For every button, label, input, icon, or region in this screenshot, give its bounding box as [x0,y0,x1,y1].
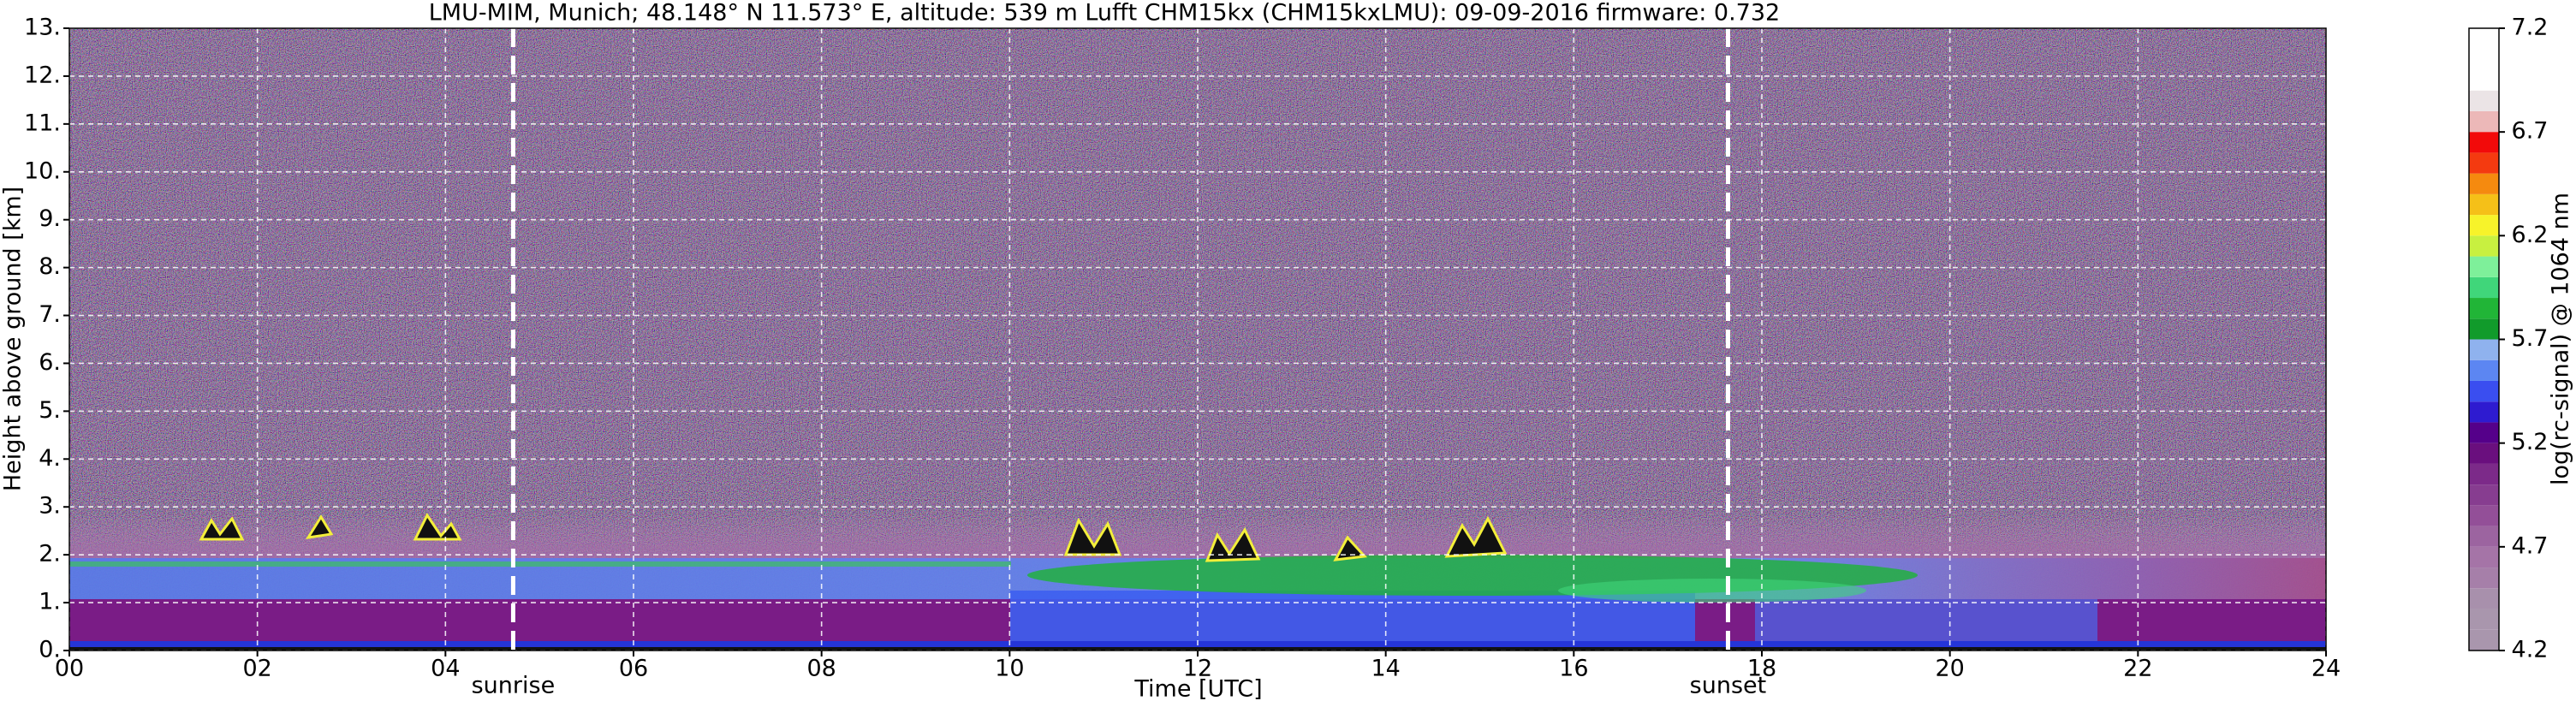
y-tick-label: 7. [39,301,61,328]
colorbar-tick-label: 7.2 [2512,15,2549,41]
colorbar-label: log(rc-signal) @ 1064 nm [2548,193,2574,485]
x-tick-label: 04 [431,656,460,682]
colorbar-segment [2469,401,2499,423]
colorbar-segment [2469,110,2499,133]
colorbar-segment [2469,235,2499,257]
plot-frame [68,27,2327,651]
y-tick-label: 10. [24,157,61,184]
colorbar-segment [2469,629,2499,651]
colorbar-tick-label: 4.7 [2512,532,2549,559]
y-tick-label: 3. [39,493,61,520]
y-tick-label: 12. [24,62,61,88]
colorbar-tick-label: 6.7 [2512,118,2549,145]
colorbar-segment [2469,193,2499,216]
colorbar-segment [2469,567,2499,589]
colorbar-segment [2469,380,2499,402]
colorbar-segment [2469,215,2499,236]
y-tick-label: 6. [39,349,61,376]
x-tick-label: 12 [1183,656,1212,682]
chart-title: LMU-MIM, Munich; 48.148° N 11.573° E, al… [429,0,1780,27]
x-axis-label: Time [UTC] [1133,676,1262,703]
colorbar-segment [2469,588,2499,609]
y-axis-label: Height above ground [km] [0,187,27,491]
colorbar-segment [2469,276,2499,299]
colorbar-segment [2469,505,2499,526]
y-tick-label: 0. [39,637,61,663]
colorbar-segment [2469,132,2499,153]
colorbar-segment [2469,69,2499,91]
y-tick-label: 13. [24,15,61,41]
colorbar-tick-label: 5.7 [2512,325,2549,352]
y-tick-label: 9. [39,205,61,232]
colorbar-segment [2469,49,2499,70]
x-tick-label: 22 [2123,656,2152,682]
colorbar-segment [2469,463,2499,485]
x-tick-label: 20 [1935,656,1964,682]
colorbar-segment [2469,318,2499,340]
x-tick-label: 00 [55,656,84,682]
y-tick-label: 1. [39,589,61,615]
y-tick-label: 2. [39,541,61,567]
colorbar-segment [2469,152,2499,174]
colorbar-segment [2469,173,2499,194]
x-tick-label: 18 [1747,656,1776,682]
colorbar-tick-label: 4.2 [2512,637,2549,663]
y-tick-label: 11. [24,110,61,136]
colorbar-tick-label: 5.2 [2512,429,2549,455]
colorbar-tick-label: 6.2 [2512,222,2549,248]
x-tick-label: 14 [1371,656,1400,682]
colorbar-segment [2469,339,2499,360]
x-tick-label: 10 [995,656,1024,682]
annotation-label: sunset [1690,673,1767,699]
colorbar-segment [2469,609,2499,630]
colorbar-segment [2469,422,2499,443]
colorbar-segment [2469,28,2499,50]
colorbar-segment [2469,298,2499,319]
annotation-label: sunrise [472,673,556,699]
x-tick-label: 24 [2311,656,2341,682]
colorbar-segment [2469,526,2499,547]
y-tick-label: 4. [39,445,61,472]
x-tick-label: 16 [1559,656,1588,682]
colorbar-segment [2469,484,2499,506]
x-tick-label: 08 [806,656,836,682]
y-tick-label: 8. [39,253,61,280]
x-tick-label: 02 [242,656,271,682]
y-tick-label: 5. [39,397,61,424]
colorbar-segment [2469,443,2499,464]
colorbar-segment [2469,256,2499,277]
colorbar-segment [2469,90,2499,111]
colorbar-segment [2469,546,2499,568]
x-tick-label: 06 [619,656,648,682]
colorbar-segment [2469,359,2499,381]
